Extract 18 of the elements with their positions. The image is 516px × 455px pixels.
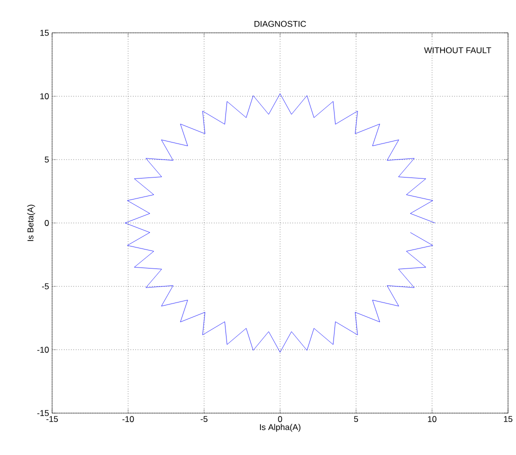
y-tick-label: -5 (42, 283, 49, 290)
x-axis-title: Is Alpha(A) (260, 424, 300, 432)
x-tick-label: -5 (200, 416, 208, 422)
x-tick-label: 10 (428, 416, 436, 422)
x-tick-label: 15 (504, 416, 512, 422)
y-axis-title: Is Beta(A) (27, 204, 36, 241)
y-tick-label: 5 (44, 156, 49, 163)
y-tick-label: 0 (44, 220, 49, 226)
line-series (124, 94, 436, 352)
x-tick-label: 0 (278, 416, 282, 422)
annotation: WITHOUT FAULT (424, 47, 492, 54)
chart-title: DIAGNOSTIC (254, 20, 306, 27)
y-tick-label: 15 (40, 30, 49, 36)
x-tick-label: 5 (354, 416, 358, 422)
y-tick-label: -15 (37, 410, 49, 416)
y-tick-label: -10 (37, 346, 49, 353)
y-tick-label: 10 (40, 93, 49, 100)
x-tick-label: -10 (122, 416, 134, 422)
